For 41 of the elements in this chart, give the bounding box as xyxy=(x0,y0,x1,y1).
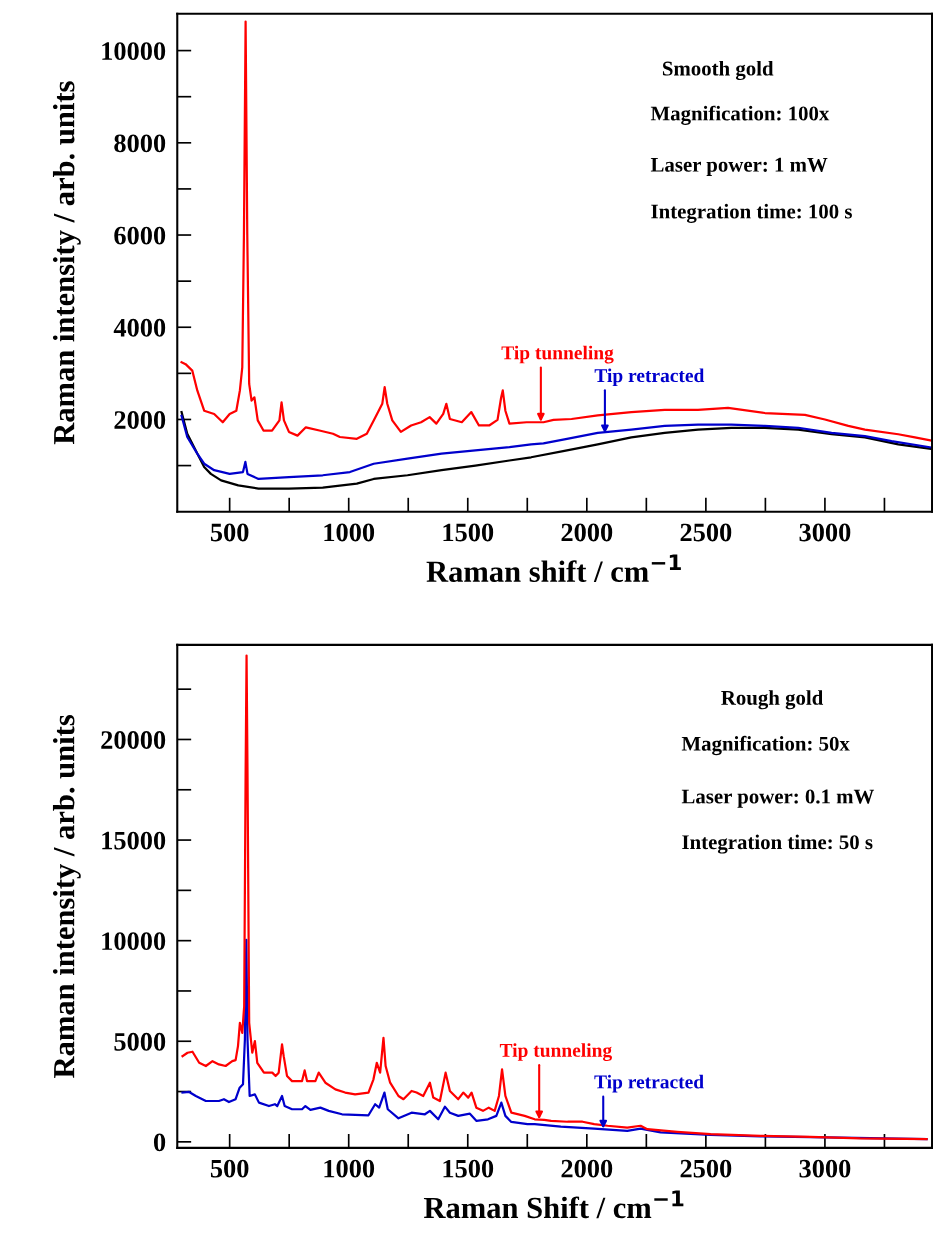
x-tick-label: 3000 xyxy=(799,523,851,542)
x-tick-label: 2000 xyxy=(561,1159,613,1178)
x-axis-title: Raman shift / cm$^{−1}$ xyxy=(426,554,681,583)
annotation: Tip tunneling xyxy=(501,345,614,364)
x-tick-label: 500 xyxy=(210,1159,249,1178)
annotation: Smooth gold xyxy=(662,60,774,80)
y-tick-label: 10000 xyxy=(102,42,166,60)
y-tick-label: 4000 xyxy=(113,318,166,337)
y-tick-label: 6000 xyxy=(114,226,166,245)
annotation: Rough gold xyxy=(721,690,824,710)
annotation: Tip retracted xyxy=(594,1074,704,1093)
x-tick-label: 3000 xyxy=(799,1159,851,1178)
x-tick-label: 500 xyxy=(210,523,249,542)
annotation: Laser power: 0.1 mW xyxy=(681,789,875,808)
y-tick-label: 15000 xyxy=(102,831,166,850)
x-tick-label: 2500 xyxy=(680,523,732,542)
line-series xyxy=(181,654,928,1141)
annotation: Magnification: 50x xyxy=(681,735,850,756)
y-axis-title: Raman intensity / arb. units xyxy=(52,81,81,445)
x-axis-title: Raman Shift / cm$^{−1}$ xyxy=(423,1190,684,1219)
annotation: Tip tunneling xyxy=(499,1043,612,1061)
x-tick-label: 1000 xyxy=(324,1159,375,1178)
annotation: Integration time: 100 s xyxy=(651,203,852,223)
x-tick-label: 1500 xyxy=(443,1159,494,1178)
x-tick-label: 1000 xyxy=(324,523,375,542)
annotation: Tip retracted xyxy=(594,368,705,387)
y-tick-label: 10000 xyxy=(102,932,166,951)
line-series xyxy=(180,414,933,481)
y-tick-label: 8000 xyxy=(114,134,166,153)
x-tick-label: 2500 xyxy=(680,1159,732,1178)
y-tick-label: 2000 xyxy=(114,411,166,429)
y-axis-title: Raman intensity / arb. units xyxy=(52,715,81,1078)
annotation: Laser power: 1 mW xyxy=(650,157,828,177)
y-tick-label: 20000 xyxy=(101,731,166,749)
x-tick-label: 1500 xyxy=(443,523,494,542)
annotation: Integration time: 50 s xyxy=(682,834,873,854)
y-tick-label: 5000 xyxy=(114,1032,166,1051)
x-tick-label: 2000 xyxy=(561,523,613,542)
line-series xyxy=(180,20,933,442)
y-tick-label: 0 xyxy=(153,1133,166,1152)
annotation: Magnification: 100x xyxy=(650,105,830,125)
